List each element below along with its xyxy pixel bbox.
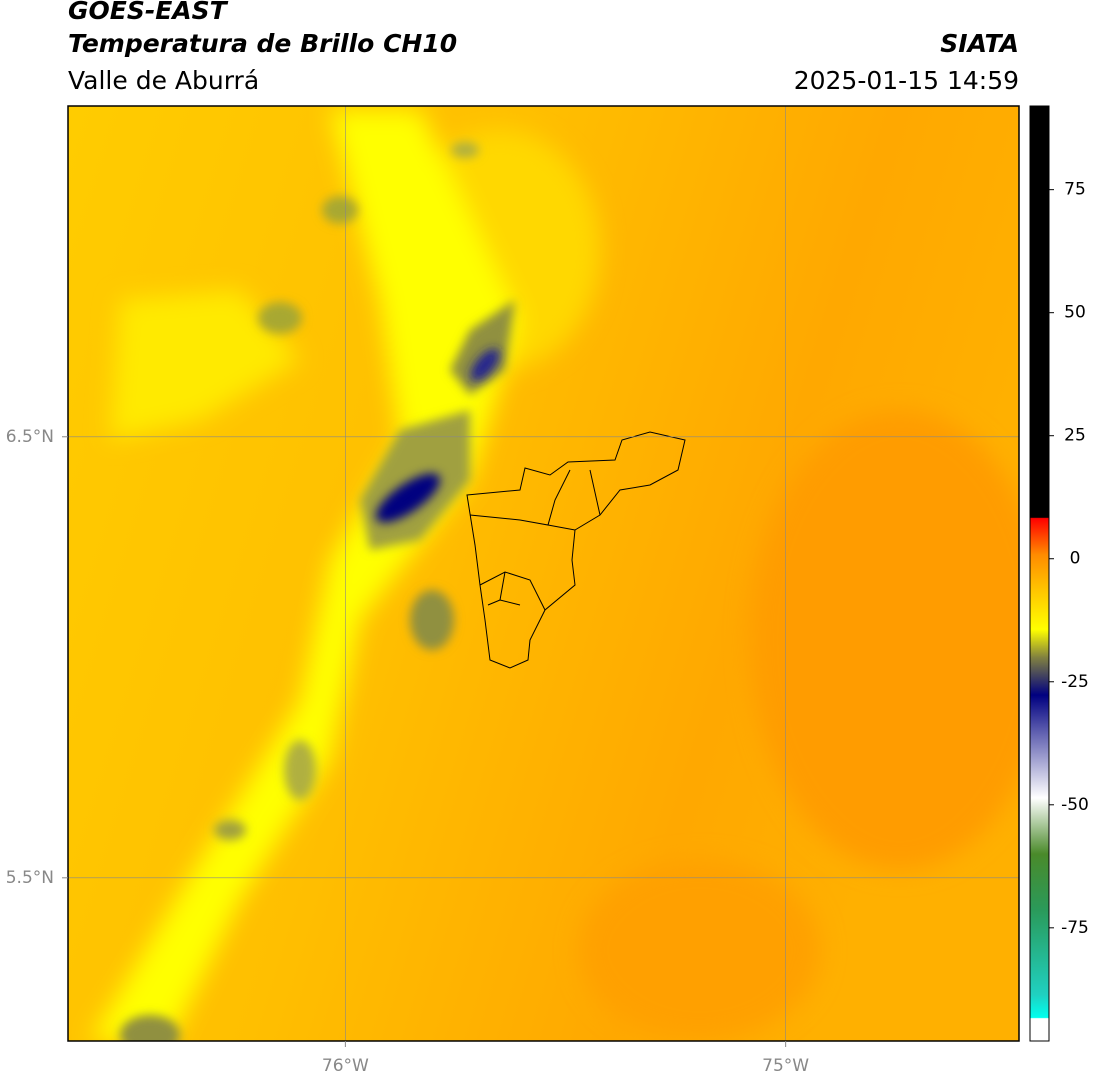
graticule xyxy=(68,106,1019,1041)
subtitle: Temperatura de Brillo CH10 xyxy=(68,29,457,58)
colorbar-tick-label: -75 xyxy=(1061,918,1089,938)
agency: SIATA xyxy=(940,29,1019,58)
colorbar xyxy=(1029,105,1050,1042)
colorbar-tick-label: 0 xyxy=(1070,549,1081,569)
colorbar-tick-label: 75 xyxy=(1064,180,1086,200)
region: Valle de Aburrá xyxy=(68,66,259,95)
lat-tick-label: 6.5°N xyxy=(6,427,54,447)
colorbar-tick-label: -25 xyxy=(1061,672,1089,692)
colorbar-tick-label: 25 xyxy=(1064,426,1086,446)
map-frame xyxy=(67,105,1020,1042)
timestamp: 2025-01-15 14:59 xyxy=(794,66,1019,95)
title: GOES-EAST xyxy=(68,0,229,25)
lat-tick-label: 5.5°N xyxy=(6,868,54,888)
colorbar-tick-label: 50 xyxy=(1064,303,1086,323)
colorbar-tick-label: -50 xyxy=(1061,795,1089,815)
lon-tick-label: 75°W xyxy=(762,1056,809,1076)
lon-tick-label: 76°W xyxy=(322,1056,369,1076)
brightness-field xyxy=(68,106,1019,1041)
